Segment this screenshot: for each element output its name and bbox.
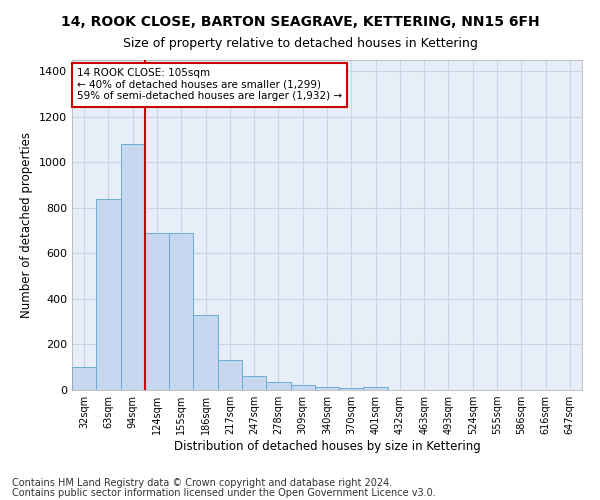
Text: Size of property relative to detached houses in Kettering: Size of property relative to detached ho… [122,38,478,51]
Text: Contains HM Land Registry data © Crown copyright and database right 2024.: Contains HM Land Registry data © Crown c… [12,478,392,488]
Bar [169,233,193,390]
Bar [364,386,388,390]
Text: Contains public sector information licensed under the Open Government Licence v3: Contains public sector information licen… [12,488,436,498]
Bar [193,315,218,390]
Bar [242,376,266,390]
Text: 14 ROOK CLOSE: 105sqm
← 40% of detached houses are smaller (1,299)
59% of semi-d: 14 ROOK CLOSE: 105sqm ← 40% of detached … [77,68,342,102]
Bar [145,233,169,390]
Bar [218,360,242,390]
Bar [266,382,290,390]
X-axis label: Distribution of detached houses by size in Kettering: Distribution of detached houses by size … [173,440,481,453]
Bar [339,388,364,390]
Bar [72,367,96,390]
Text: 14, ROOK CLOSE, BARTON SEAGRAVE, KETTERING, NN15 6FH: 14, ROOK CLOSE, BARTON SEAGRAVE, KETTERI… [61,15,539,29]
Bar [290,386,315,390]
Y-axis label: Number of detached properties: Number of detached properties [20,132,34,318]
Bar [121,144,145,390]
Bar [315,386,339,390]
Bar [96,199,121,390]
